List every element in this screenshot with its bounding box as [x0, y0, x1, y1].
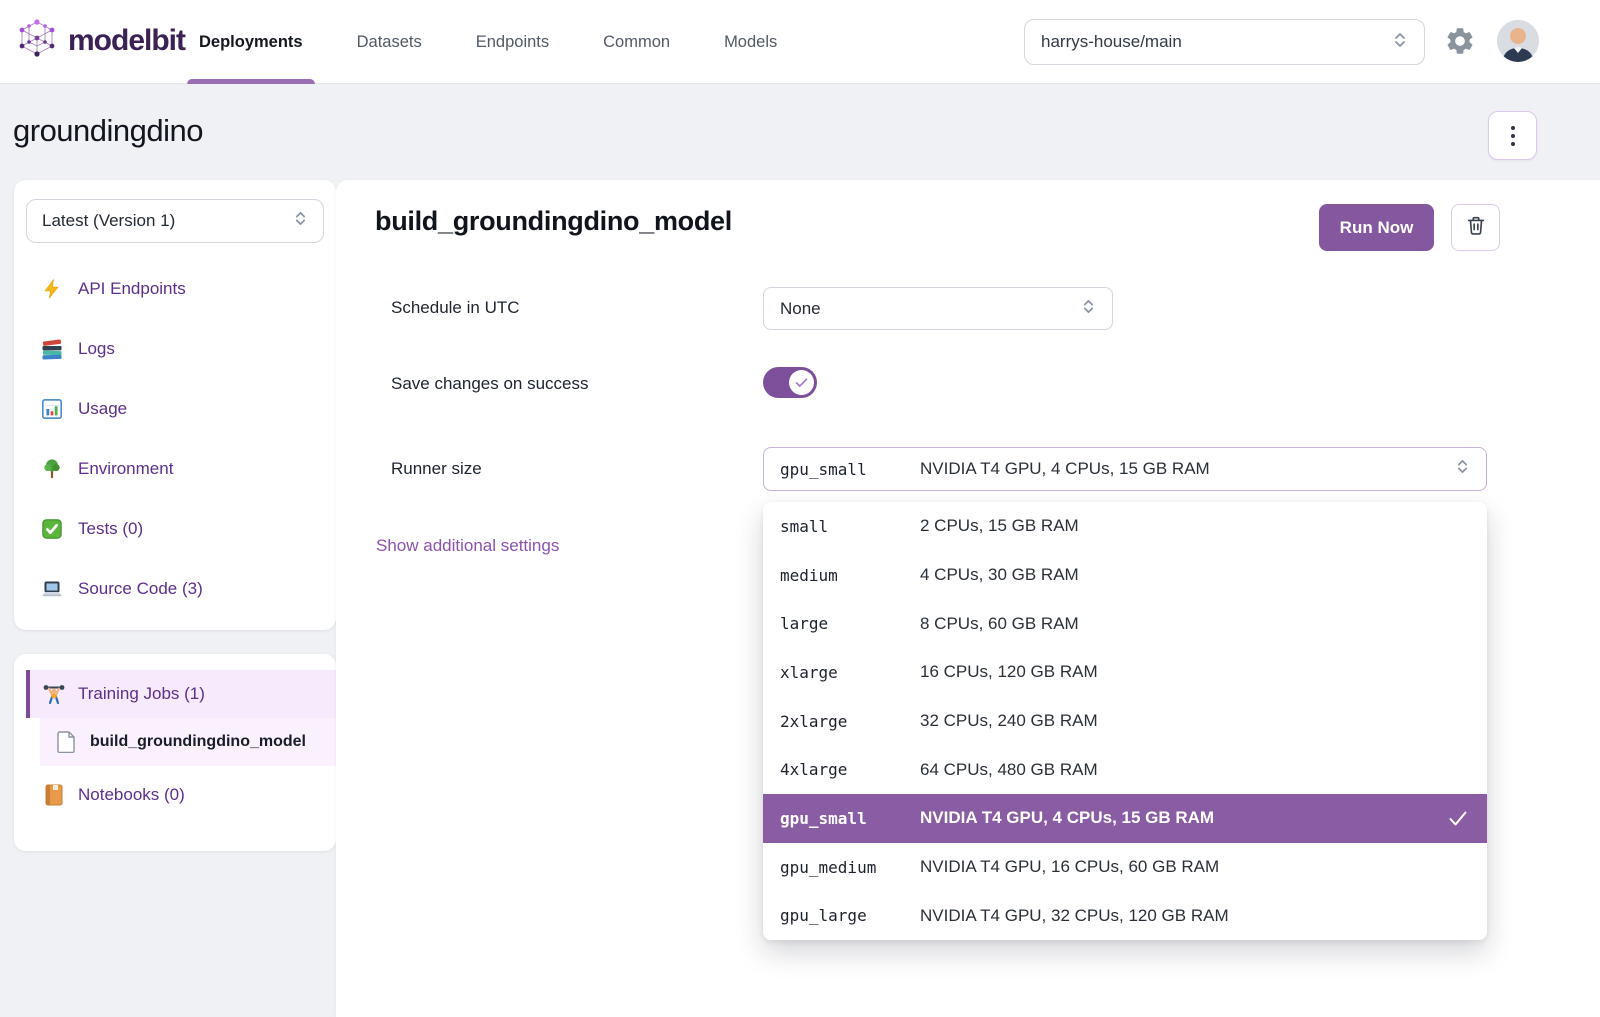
version-selector[interactable]: Latest (Version 1) [26, 199, 324, 243]
toggle-knob-check-icon [789, 370, 814, 395]
settings-gear-icon[interactable] [1441, 22, 1479, 60]
chevron-up-down-icon [1392, 30, 1408, 55]
sidebar-item-api-endpoints[interactable]: API Endpoints [14, 259, 336, 319]
job-title: build_groundingdino_model [375, 206, 732, 236]
nav-tab-datasets[interactable]: Datasets [356, 32, 422, 51]
weightlifter-icon [42, 682, 66, 706]
job-detail-panel: build_groundingdino_model Run Now Schedu… [336, 180, 1600, 1017]
nav-tab-models[interactable]: Models [724, 32, 778, 51]
nav-tab-common[interactable]: Common [603, 32, 671, 51]
runner-size-dropdown: small 2 CPUs, 15 GB RAM medium 4 CPUs, 3… [763, 502, 1487, 940]
sidebar-item-logs[interactable]: Logs [14, 319, 336, 379]
deployment-sidebar-card: Latest (Version 1) API Endpoints Logs [14, 180, 336, 630]
trash-icon [1465, 214, 1487, 241]
zap-icon [40, 277, 64, 301]
nav-tab-endpoints[interactable]: Endpoints [475, 32, 550, 51]
sidebar-item-usage[interactable]: Usage [14, 379, 336, 439]
runner-option-small[interactable]: small 2 CPUs, 15 GB RAM [780, 516, 1079, 536]
main-nav: Deployments Datasets Endpoints Common Mo… [187, 0, 778, 84]
chevron-up-down-icon [293, 209, 308, 233]
runner-size-label: Runner size [391, 459, 482, 478]
runner-option-gpu-large[interactable]: gpu_large NVIDIA T4 GPU, 32 CPUs, 120 GB… [780, 905, 1229, 926]
tree-icon [40, 457, 64, 481]
sidebar-item-tests[interactable]: Tests (0) [14, 499, 336, 559]
bar-chart-icon [40, 397, 64, 421]
check-box-icon [40, 517, 64, 541]
nav-tab-deployments[interactable]: Deployments [187, 0, 315, 84]
sidebar-item-environment[interactable]: Environment [14, 439, 336, 499]
document-icon [54, 730, 78, 754]
runner-option-gpu-small[interactable]: gpu_small NVIDIA T4 GPU, 4 CPUs, 15 GB R… [763, 794, 1487, 843]
runner-option-2xlarge[interactable]: 2xlarge 32 CPUs, 240 GB RAM [780, 711, 1098, 731]
top-nav-bar: modelbit Deployments Datasets Endpoints … [0, 0, 1600, 84]
workspace-selector[interactable]: harrys-house/main [1024, 19, 1425, 65]
runner-size-select[interactable]: gpu_small NVIDIA T4 GPU, 4 CPUs, 15 GB R… [763, 447, 1487, 491]
sidebar-item-build-groundingdino-model[interactable]: build_groundingdino_model [40, 718, 336, 766]
page-menu-button[interactable] [1488, 111, 1537, 160]
brand-wordmark: modelbit [68, 24, 186, 57]
sidebar-item-training-jobs[interactable]: Training Jobs (1) [26, 670, 336, 718]
save-changes-toggle[interactable] [763, 367, 817, 398]
modelbit-logo-icon [19, 19, 55, 57]
runner-option-large[interactable]: large 8 CPUs, 60 GB RAM [780, 613, 1079, 634]
save-changes-label: Save changes on success [391, 374, 589, 393]
kebab-dot [1510, 125, 1515, 130]
chevron-up-down-icon [1455, 457, 1470, 481]
runner-option-xlarge[interactable]: xlarge 16 CPUs, 120 GB RAM [780, 662, 1098, 682]
show-additional-settings-link[interactable]: Show additional settings [376, 536, 560, 555]
user-avatar[interactable] [1497, 20, 1539, 62]
page-title: groundingdino [13, 113, 204, 148]
runner-value-name: gpu_small [780, 459, 867, 479]
runner-option-gpu-medium[interactable]: gpu_medium NVIDIA T4 GPU, 16 CPUs, 60 GB… [780, 857, 1220, 877]
runner-value-desc: NVIDIA T4 GPU, 4 CPUs, 15 GB RAM [920, 459, 1210, 478]
run-now-button[interactable]: Run Now [1319, 204, 1434, 251]
sidebar-item-source-code[interactable]: Source Code (3) [14, 559, 336, 619]
selected-check-icon [1446, 806, 1470, 830]
books-icon [40, 337, 64, 361]
laptop-icon [40, 577, 64, 601]
active-tab-underline [187, 79, 315, 84]
delete-job-button[interactable] [1451, 204, 1500, 251]
jobs-sidebar-card: Training Jobs (1) build_groundingdino_mo… [14, 654, 336, 851]
sidebar-nav-list: API Endpoints Logs [14, 259, 336, 619]
runner-option-medium[interactable]: medium 4 CPUs, 30 GB RAM [780, 565, 1079, 585]
sidebar-item-notebooks[interactable]: Notebooks (0) [26, 771, 336, 819]
runner-option-4xlarge[interactable]: 4xlarge 64 CPUs, 480 GB RAM [780, 759, 1098, 780]
modelbit-logo[interactable]: modelbit [14, 16, 186, 66]
schedule-label: Schedule in UTC [391, 298, 520, 317]
notebook-icon [42, 783, 66, 807]
schedule-select[interactable]: None [763, 287, 1113, 330]
chevron-up-down-icon [1081, 297, 1096, 321]
